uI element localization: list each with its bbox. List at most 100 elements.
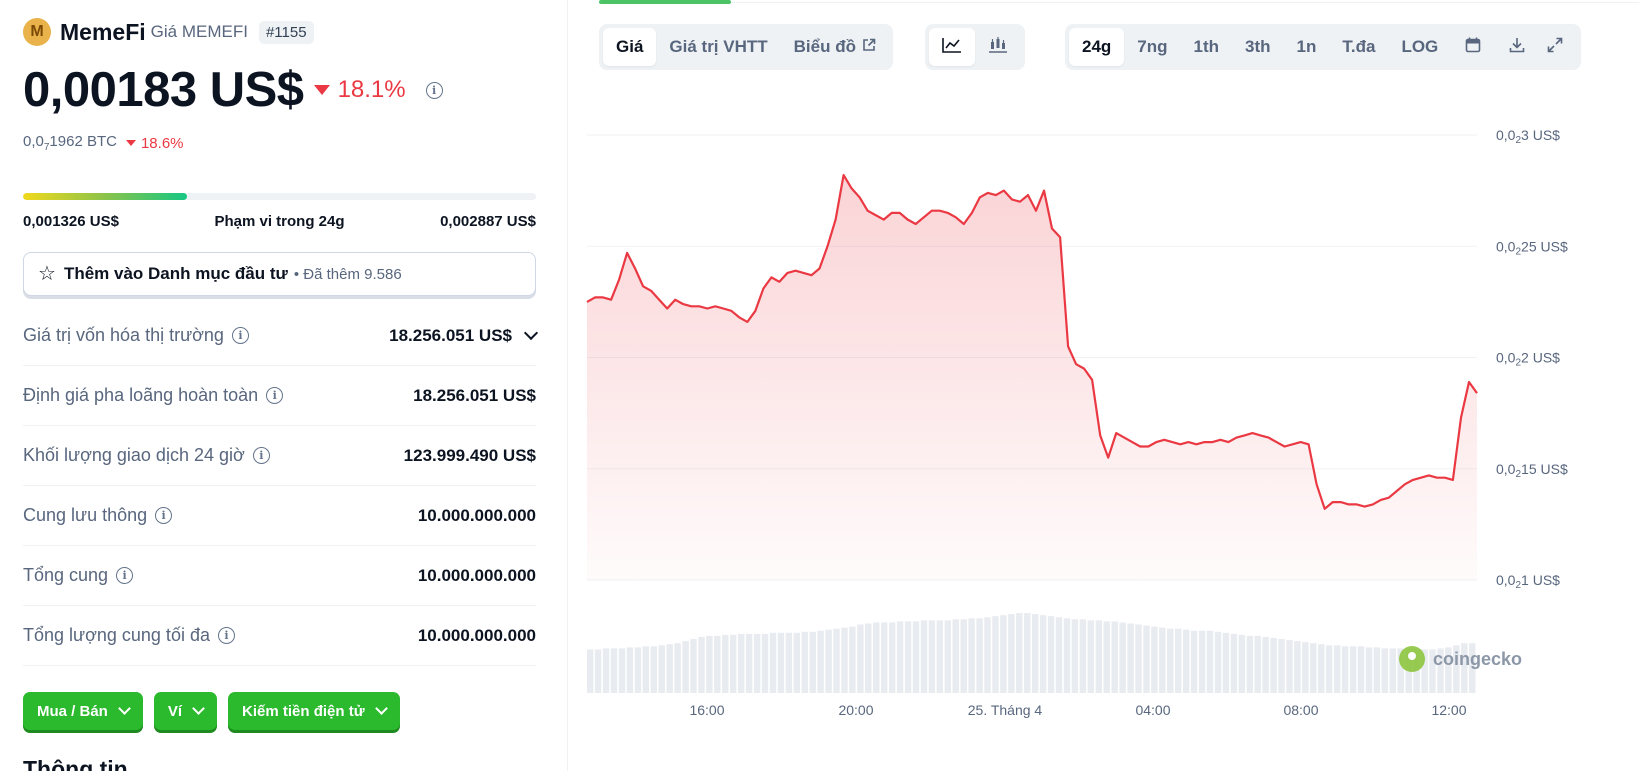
range-1m-tab[interactable]: 1th — [1193, 37, 1220, 56]
line-chart-icon — [942, 37, 962, 58]
expand-button[interactable] — [1539, 28, 1571, 66]
add-to-portfolio-button[interactable]: ☆ Thêm vào Danh mục đầu tư • Đã thêm 9.5… — [23, 252, 536, 296]
volume-bar — [936, 620, 943, 693]
volume-bar — [1111, 621, 1118, 693]
volume-bar — [1286, 640, 1293, 693]
volume-bar — [1198, 630, 1206, 693]
range-7d-tab[interactable]: 7ng — [1137, 37, 1168, 56]
stat-row-circulating-supply: Cung lưu thông i 10.000.000.000 — [23, 486, 536, 546]
candlestick-icon — [988, 36, 1008, 58]
info-icon[interactable]: i — [266, 387, 284, 404]
stat-row-market-cap: Giá trị vốn hóa thị trường i 18.256.051 U… — [23, 306, 539, 366]
price-line — [586, 174, 1478, 510]
tab-price[interactable]: Giá — [603, 28, 657, 66]
price-chart[interactable]: 0,023 US$ 0,0225 US$ 0,022 US$ 0,0215 US$ 0,… — [569, 90, 1639, 771]
volume-bar — [801, 631, 808, 693]
volume-bar — [602, 648, 610, 693]
log-scale-tab[interactable]: LOG — [1401, 37, 1439, 56]
volume-bar — [920, 620, 928, 693]
btc-price-change: 18.6% — [125, 135, 184, 152]
coingecko-logo-icon — [1399, 646, 1425, 672]
x-tick-label: 20:00 — [838, 702, 873, 718]
stat-row-fdv: Định giá pha loãng hoàn toàn i 18.256.051… — [23, 366, 536, 426]
calendar-icon — [1465, 37, 1481, 58]
x-tick-label: 16:00 — [689, 702, 724, 718]
y-tick-label: 0,0215 US$ — [1496, 461, 1568, 480]
range-24h-labels: 0,001326 US$ Phạm vi trong 24g 0,002887 … — [23, 213, 536, 230]
buy-sell-button[interactable]: Mua / Bán — [23, 692, 143, 730]
stat-row-total-supply: Tổng cung i 10.000.000.000 — [23, 546, 536, 606]
volume-bar — [1000, 615, 1007, 693]
volume-bar — [817, 630, 824, 693]
chevron-down-icon — [117, 702, 131, 715]
volume-bar — [1365, 647, 1373, 693]
range-1y-tab[interactable]: 1n — [1296, 37, 1317, 56]
volume-bar — [1143, 625, 1150, 693]
info-icon[interactable]: i — [116, 567, 134, 584]
btc-price-row: 0,071962 BTC 18.6% — [23, 133, 184, 153]
info-icon[interactable]: i — [217, 627, 235, 644]
chart-panel: Giá Giá trị VHTT Biểu đồ 24g 7ng 1th 3th… — [569, 0, 1639, 771]
volume-bar — [1349, 646, 1357, 693]
line-chart-button[interactable] — [929, 28, 975, 66]
volume-bar — [587, 649, 594, 693]
tab-tradingview-chart[interactable]: Biểu đồ — [781, 28, 889, 66]
volume-bar — [833, 628, 840, 693]
volume-bar — [1230, 633, 1238, 693]
info-icon[interactable]: i — [252, 447, 270, 464]
volume-bar — [1087, 620, 1094, 693]
volume-bar — [1222, 632, 1230, 693]
chevron-down-icon — [374, 702, 388, 715]
volume-bar — [1318, 644, 1325, 693]
volume-bar — [1095, 620, 1102, 693]
volume-bar — [896, 621, 904, 693]
range-3m-tab[interactable]: 3th — [1245, 37, 1271, 56]
volume-bar — [1119, 622, 1126, 693]
volume-bar — [1071, 619, 1079, 693]
coin-price-subtitle: Giá MEMEFI — [150, 22, 248, 41]
volume-bar — [1310, 643, 1317, 693]
coin-summary-panel: M MemeFi Giá MEMEFI #1155 0,00183 US$ 18… — [0, 0, 568, 771]
volume-bar — [658, 645, 665, 693]
volume-bar — [1381, 648, 1388, 693]
info-icon[interactable]: i — [425, 81, 443, 99]
volume-bar — [1016, 613, 1023, 693]
volume-bar — [1334, 645, 1341, 693]
action-buttons: Mua / Bán Ví Kiếm tiền điện tử — [23, 692, 400, 730]
range-24h-fill — [23, 193, 188, 200]
volume-bar — [682, 641, 689, 693]
volume-bar — [841, 627, 848, 693]
download-button[interactable] — [1495, 28, 1539, 66]
external-link-icon — [862, 38, 876, 56]
volume-bar — [1190, 630, 1198, 693]
stat-value-volume: 123.999.490 US$ — [403, 445, 536, 465]
info-icon[interactable]: i — [155, 507, 173, 524]
stat-value-market-cap[interactable]: 18.256.051 US$ — [389, 326, 539, 346]
candlestick-button[interactable] — [975, 28, 1021, 66]
calendar-button[interactable] — [1451, 28, 1495, 66]
volume-bar — [1127, 623, 1134, 693]
info-icon[interactable]: i — [231, 327, 249, 344]
watermark-text: coingecko — [1433, 648, 1523, 669]
volume-bar — [904, 621, 912, 693]
volume-bar — [594, 649, 602, 693]
stat-value-max-supply: 10.000.000.000 — [417, 625, 536, 645]
volume-bar — [745, 633, 753, 693]
volume-bar — [1214, 631, 1222, 693]
tab-market-cap[interactable]: Giá trị VHTT — [669, 37, 768, 56]
volume-bar — [928, 620, 936, 693]
volume-bar — [968, 618, 975, 693]
volume-bar — [849, 626, 856, 693]
range-max-tab[interactable]: T.đa — [1342, 37, 1376, 56]
price-row: 0,00183 US$ 18.1% i — [23, 62, 443, 118]
wallet-button[interactable]: Ví — [153, 692, 218, 730]
chart-style-toggle — [925, 24, 1025, 70]
volume-bar — [857, 624, 864, 693]
stat-label: Cung lưu thông — [23, 505, 148, 525]
volume-bar — [1039, 615, 1047, 693]
range-24h-tab[interactable]: 24g — [1069, 28, 1125, 66]
earn-crypto-button[interactable]: Kiếm tiền điện tử — [228, 692, 400, 730]
volume-bar — [634, 647, 642, 693]
volume-bar — [1254, 635, 1261, 693]
volume-bar — [666, 644, 673, 693]
